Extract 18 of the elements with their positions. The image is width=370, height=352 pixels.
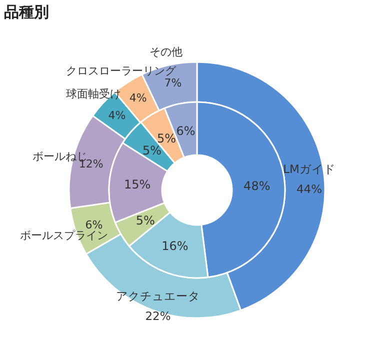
slice-label: クロスローラーリング (66, 64, 177, 78)
data-label: 16% (162, 238, 188, 253)
data-label: 6% (85, 218, 103, 232)
data-label: 22% (145, 309, 171, 324)
slice-label: その他 (149, 45, 182, 58)
data-label: 4% (108, 109, 126, 122)
data-label: 4% (129, 91, 147, 104)
slice-label: LMガイド (283, 162, 336, 176)
data-label: 15% (124, 177, 151, 192)
chart-title: 品種別 (4, 3, 49, 21)
data-label: 5% (136, 214, 155, 228)
data-label: 7% (164, 76, 182, 90)
data-label: 5% (156, 131, 176, 146)
slice-label: アクチュエータ (116, 289, 200, 304)
data-label: 6% (176, 124, 196, 138)
data-label: 5% (142, 143, 162, 158)
data-label: 48% (244, 179, 270, 194)
data-label: 44% (296, 182, 322, 196)
